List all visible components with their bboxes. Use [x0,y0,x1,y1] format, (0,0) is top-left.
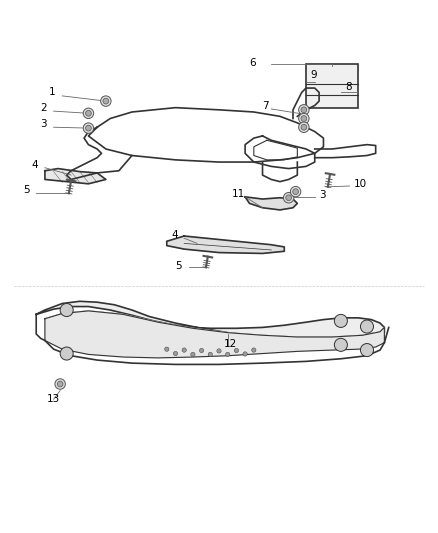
Polygon shape [45,168,106,184]
Circle shape [199,349,204,353]
Circle shape [301,107,307,112]
Circle shape [55,379,65,389]
Bar [306,64,358,108]
Text: 11: 11 [232,189,245,199]
Circle shape [290,187,301,197]
Polygon shape [245,197,297,210]
Circle shape [286,195,292,200]
Circle shape [301,116,307,122]
Circle shape [299,114,309,124]
Text: 4: 4 [171,230,178,240]
Text: 13: 13 [47,394,60,405]
Circle shape [293,189,298,195]
Circle shape [243,352,247,356]
Text: 3: 3 [41,119,47,129]
Circle shape [85,125,91,131]
Circle shape [60,347,73,360]
Text: 1: 1 [49,87,56,98]
Circle shape [103,98,109,104]
Text: 5: 5 [23,185,30,196]
Circle shape [334,314,347,327]
Text: 12: 12 [223,339,237,349]
Circle shape [101,96,111,107]
Circle shape [182,348,186,352]
Circle shape [283,192,294,203]
Circle shape [85,110,91,116]
Circle shape [208,352,212,357]
Polygon shape [36,301,385,340]
Circle shape [252,348,256,352]
Polygon shape [167,236,284,254]
Text: 7: 7 [262,101,269,111]
Circle shape [191,352,195,357]
Circle shape [165,347,169,351]
Circle shape [334,338,347,351]
Text: 10: 10 [354,179,367,189]
Circle shape [360,320,374,333]
Circle shape [299,104,309,115]
Circle shape [83,108,94,118]
Text: 6: 6 [250,58,256,68]
Circle shape [57,381,63,387]
Text: 9: 9 [311,70,317,80]
Circle shape [360,344,374,357]
Circle shape [217,349,221,353]
Text: 4: 4 [32,160,39,169]
Text: 2: 2 [41,103,47,113]
Polygon shape [45,311,385,358]
Circle shape [226,352,230,357]
Circle shape [234,349,239,353]
Circle shape [83,123,94,133]
Circle shape [301,124,307,130]
Text: 8: 8 [345,82,352,92]
Text: 5: 5 [176,261,182,271]
Circle shape [299,122,309,133]
Circle shape [173,351,178,356]
Circle shape [60,303,73,317]
Text: 3: 3 [319,190,326,200]
